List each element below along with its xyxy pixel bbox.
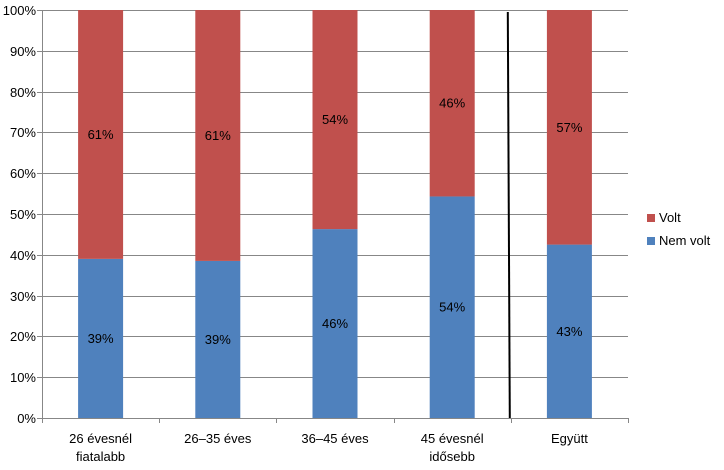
data-label: 61% [205, 128, 231, 143]
legend-label: Nem volt [659, 233, 711, 248]
x-category-label: 26 évesnél [69, 431, 132, 446]
x-category-label: 36–45 éves [301, 431, 369, 446]
y-tick-label: 90% [10, 44, 36, 59]
y-tick-label: 10% [10, 370, 36, 385]
bar-segment-nem-volt [429, 196, 475, 418]
bar-segment-volt [78, 10, 124, 259]
x-category-label: 26–35 éves [184, 431, 252, 446]
y-tick-label: 40% [10, 248, 36, 263]
y-tick-label: 60% [10, 166, 36, 181]
y-tick-label: 20% [10, 329, 36, 344]
data-label: 39% [205, 332, 231, 347]
x-category-label: idősebb [429, 449, 475, 464]
data-label: 46% [322, 316, 348, 331]
y-tick-label: 100% [3, 3, 37, 18]
y-tick-label: 70% [10, 125, 36, 140]
data-label: 57% [556, 120, 582, 135]
legend-label: Volt [659, 210, 681, 225]
x-category-label: fiatalabb [76, 449, 125, 464]
legend-swatch [647, 237, 655, 245]
y-tick-label: 50% [10, 207, 36, 222]
x-category-label: 45 évesnél [421, 431, 484, 446]
bar-segment-volt [429, 10, 475, 197]
legend-swatch [647, 214, 655, 222]
y-tick-label: 0% [17, 411, 36, 426]
bar-segment-nem-volt [546, 244, 592, 418]
bar-segment-volt [546, 10, 592, 245]
bar-segment-volt [312, 10, 358, 230]
data-label: 46% [439, 96, 465, 111]
data-label: 54% [439, 300, 465, 315]
y-tick-label: 80% [10, 85, 36, 100]
bar-segment-nem-volt [195, 260, 241, 418]
bar-segment-volt [195, 10, 241, 261]
data-label: 54% [322, 112, 348, 127]
data-label: 43% [556, 324, 582, 339]
bar-segment-nem-volt [312, 229, 358, 418]
bar-segment-nem-volt [78, 258, 124, 418]
x-category-label: Együtt [551, 431, 588, 446]
data-label: 39% [88, 331, 114, 346]
separator-line [506, 11, 511, 419]
data-label: 61% [88, 127, 114, 142]
y-tick-label: 30% [10, 289, 36, 304]
